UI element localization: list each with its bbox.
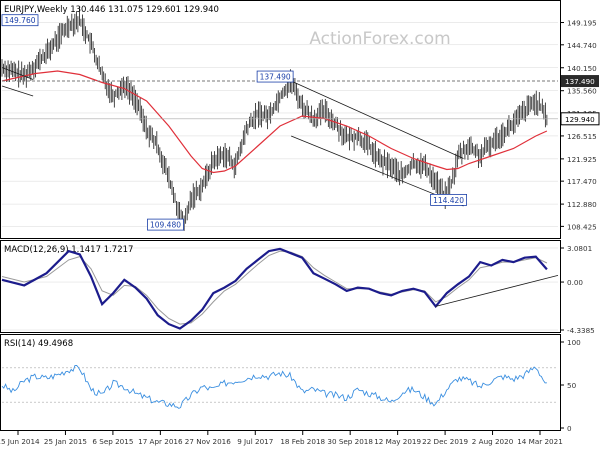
macd-lines xyxy=(1,247,559,330)
price-y-tick-label: 140.150 xyxy=(567,64,597,73)
x-tick-label: 30 Sep 2018 xyxy=(327,437,373,446)
moving-average-line xyxy=(1,70,548,174)
rsi-y-ticks: 100 50 0 xyxy=(560,338,581,433)
rsi-lines xyxy=(1,365,547,409)
macd-y-tick-label: 0.00 xyxy=(567,278,583,287)
price-panel-header: EURJPY,Weekly 130.446 131.075 129.601 12… xyxy=(4,5,219,15)
grid xyxy=(2,22,558,403)
price-y-tick-label: 121.925 xyxy=(567,155,597,164)
channel-upper-line xyxy=(290,80,464,159)
x-tick-label: 27 Nov 2016 xyxy=(185,437,231,446)
macd-panel-frame xyxy=(0,240,561,333)
x-tick-label: 25 Jan 2015 xyxy=(44,437,87,446)
current-price-label: 129.940 xyxy=(565,115,595,124)
price-y-tick-label: 108.425 xyxy=(567,222,597,231)
left-trend-line xyxy=(1,67,34,80)
rsi-y-tick-label: 0 xyxy=(567,424,572,433)
annotation-label: 149.760 xyxy=(4,16,35,25)
price-annotation-lines xyxy=(1,67,558,207)
price-y-tick-label: 144.740 xyxy=(567,41,597,50)
price-sma xyxy=(1,70,548,174)
annotation-box xyxy=(1,14,39,27)
price-annotations: 149.760 137.490 109.480 114.420 xyxy=(1,14,467,231)
price-panel-frame xyxy=(0,0,561,239)
price-y-tick-label: 117.470 xyxy=(567,177,597,186)
macd-y-tick-label: -4.3385 xyxy=(567,326,595,335)
rsi-panel-frame xyxy=(0,334,561,431)
left-trend-line xyxy=(1,85,34,97)
annotation-label: 109.480 xyxy=(150,221,181,230)
rsi-y-tick-label: 100 xyxy=(567,338,581,347)
price-y-tick-label: 135.560 xyxy=(567,87,597,96)
annotation-box xyxy=(430,193,467,206)
price-y-ticks: 149.195144.740140.150135.560131.105126.5… xyxy=(560,19,600,231)
annotation-label: 114.420 xyxy=(433,196,464,205)
annotation-label: 137.490 xyxy=(260,73,291,82)
x-tick-label: 6 Sep 2015 xyxy=(92,437,133,446)
x-tick-label: 22 Dec 2019 xyxy=(422,437,468,446)
price-y-tick-label: 149.195 xyxy=(567,19,597,28)
x-tick-label: 18 Feb 2018 xyxy=(280,437,325,446)
current-price-box xyxy=(560,112,600,126)
x-tick-label: 12 May 2019 xyxy=(374,437,421,446)
rsi-panel-title: RSI(14) 49.4968 xyxy=(4,339,73,349)
price-y-tick-label: 112.880 xyxy=(567,200,597,209)
x-tick-label: 17 Apr 2016 xyxy=(138,437,183,446)
annotation-box xyxy=(256,70,294,83)
x-tick-label: 14 Mar 2021 xyxy=(517,437,563,446)
x-tick-label: 9 Jul 2017 xyxy=(237,437,273,446)
x-axis-ticks: 15 Jun 2014 25 Jan 2015 6 Sep 2015 17 Apr 2… xyxy=(0,431,563,446)
watermark: ActionForex.com xyxy=(309,29,450,49)
x-tick-label: 15 Jun 2014 xyxy=(0,437,40,446)
macd-y-ticks: 3.0801 0.00 -4.3385 xyxy=(560,244,595,335)
level-price-label: 137.490 xyxy=(565,77,595,86)
x-tick-label: 2 Aug 2020 xyxy=(472,437,514,446)
rsi-line xyxy=(1,365,547,409)
price-y-tick-label: 126.515 xyxy=(567,132,597,141)
macd-line xyxy=(1,247,548,330)
annotation-box xyxy=(147,218,184,231)
macd-trend-line xyxy=(435,275,559,307)
rsi-y-tick-label: 50 xyxy=(567,381,577,390)
macd-y-tick-label: 3.0801 xyxy=(567,244,592,253)
level-price-box xyxy=(561,75,599,88)
